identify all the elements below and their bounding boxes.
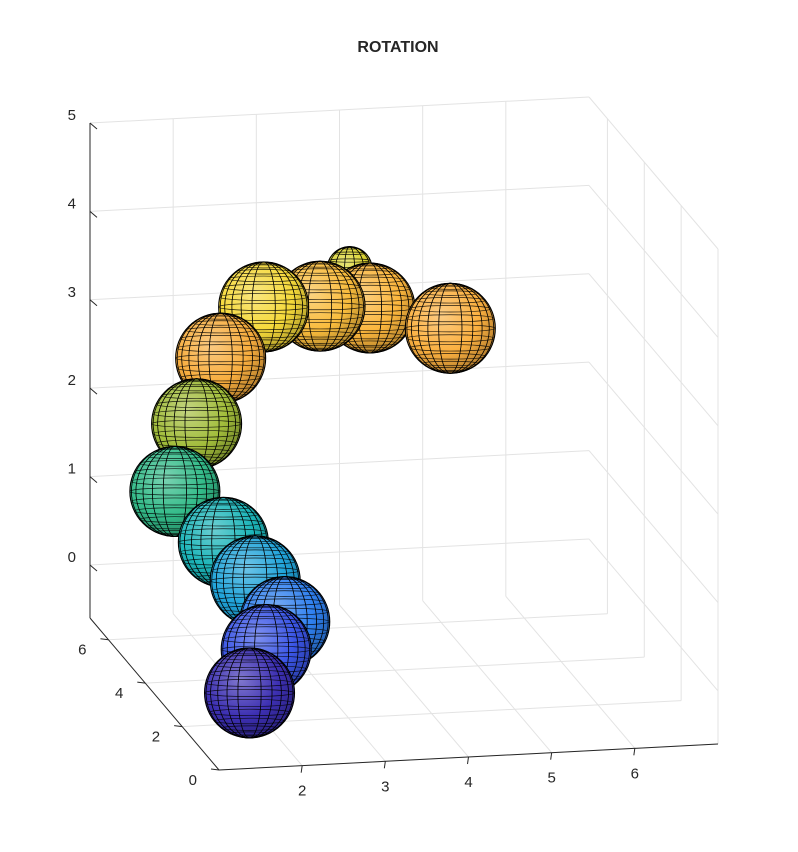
gridline-side-z-4	[588, 185, 719, 338]
sphere-1	[203, 647, 296, 739]
z-tick-label: 1	[68, 461, 76, 478]
axes-layer	[89, 122, 719, 773]
y-tick-label: 6	[78, 642, 86, 659]
gridline-side-z-5	[588, 96, 719, 250]
labels-layer: 2 3 4 5 6 0 2 4 6 0 1 2 3 4 5	[68, 107, 639, 800]
y-tick-2	[174, 725, 183, 728]
gridline-floor-y-6	[108, 613, 608, 641]
x-tick-label: 6	[631, 765, 639, 782]
gridline-back-z-2	[89, 361, 590, 389]
z-tick-label: 3	[68, 284, 76, 301]
z-tick-1	[89, 476, 98, 483]
gridline-floor-x-6	[505, 596, 636, 749]
x-tick-6	[633, 748, 636, 756]
spheres-layer	[129, 246, 496, 739]
y-axis-line	[89, 617, 220, 771]
z-tick-5	[89, 122, 98, 130]
x-tick-label: 2	[298, 783, 306, 800]
z-tick-label: 0	[68, 549, 76, 566]
x-tick-3	[383, 761, 386, 769]
gridline-floor-x-4	[339, 604, 469, 758]
z-tick-4	[89, 211, 98, 218]
gridline-back-z-4	[89, 184, 590, 212]
sphere-outline	[404, 282, 496, 374]
sphere-outline	[203, 647, 296, 739]
x-tick-label: 5	[547, 770, 555, 787]
y-tick-label: 0	[189, 772, 197, 789]
gridline-side-z-3	[588, 273, 719, 427]
z-tick-label: 2	[68, 372, 76, 389]
chart-title: ROTATION	[357, 39, 438, 56]
gridline-floor-x-5	[422, 600, 553, 753]
z-tick-3	[89, 299, 98, 307]
gridline-back-z-5	[89, 96, 590, 124]
gridline-side-z-0	[588, 538, 719, 692]
x-tick-2	[300, 765, 303, 773]
y-tick-label: 4	[115, 685, 123, 702]
gridline-back-z-0	[89, 538, 590, 566]
gridline-side-z-2	[588, 361, 719, 515]
x-tick-4	[467, 756, 469, 765]
y-tick-0	[210, 768, 220, 771]
y-tick-4	[137, 681, 146, 684]
x-tick-label: 4	[464, 774, 472, 791]
sphere-outline	[129, 445, 221, 537]
z-tick-label: 5	[68, 107, 76, 124]
x-tick-label: 3	[381, 778, 389, 795]
sphere-13	[404, 282, 496, 374]
z-tick-label: 4	[68, 195, 76, 212]
z-tick-2	[89, 387, 98, 395]
y-tick-label: 2	[152, 729, 160, 746]
x-tick-5	[550, 752, 553, 760]
gridline-side-z-1	[588, 450, 719, 603]
z-tick-0	[89, 564, 98, 572]
y-tick-6	[100, 638, 109, 641]
